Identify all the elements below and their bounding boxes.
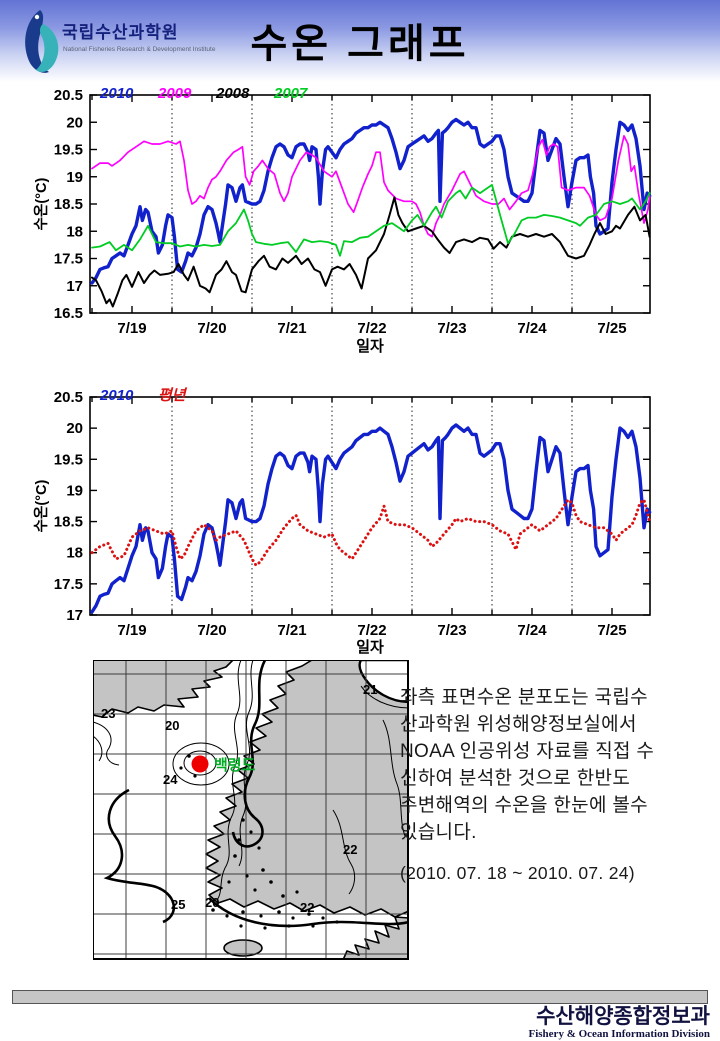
legend-item: 2008 [215, 85, 250, 102]
y-tick-label: 18 [66, 545, 83, 562]
sst-map: 23 20 24 25 20 22 22 21 백령도 [93, 660, 409, 960]
y-tick-label: 20.5 [54, 389, 83, 406]
series-2009 [91, 135, 651, 238]
y-tick-label: 16.5 [54, 305, 83, 322]
contour-label: 21 [363, 682, 377, 697]
map-description: 좌측 표면수온 분포도는 국립수 산과학원 위성해양정보실에서 NOAA 인공위… [400, 684, 715, 884]
y-tick-label: 17.5 [54, 251, 83, 268]
y-tick-label: 20 [66, 420, 83, 437]
map-grid [93, 660, 409, 960]
legend-item: 2010 [99, 85, 134, 102]
description-line: 좌측 표면수온 분포도는 국립수 [400, 687, 648, 708]
description-line: 있습니다. [400, 822, 477, 843]
x-tick-label: 7/22 [357, 320, 386, 337]
y-tick-label: 18.5 [54, 196, 83, 213]
contour-label: 24 [163, 772, 178, 787]
header-banner: 국립수산과학원 National Fisheries Research & De… [0, 0, 720, 82]
x-tick-label: 7/19 [117, 320, 146, 337]
contour-label: 22 [343, 842, 357, 857]
contour-label: 20 [165, 718, 179, 733]
station-dot [191, 755, 209, 773]
contour-label: 20 [205, 895, 219, 910]
contour-label: 25 [171, 897, 185, 912]
station-label: 백령도 [214, 756, 256, 774]
map-border [93, 660, 409, 960]
series-2007 [91, 184, 651, 257]
series-2008 [91, 196, 651, 308]
map-islands [179, 754, 339, 930]
y-tick-label: 19.5 [54, 451, 83, 468]
y-tick-label: 20 [66, 114, 83, 131]
fish-logo-icon [25, 10, 59, 73]
division-logo: 수산해양종합정보과 Fishery & Ocean Information Di… [529, 1006, 711, 1041]
x-tick-label: 7/22 [357, 622, 386, 639]
institute-name-ko: 국립수산과학원 [62, 23, 179, 42]
map-labels: 23 20 24 25 20 22 22 21 [101, 682, 377, 915]
institute-logo: 국립수산과학원 National Fisheries Research & De… [12, 4, 242, 78]
y-tick-label: 17.5 [54, 576, 83, 593]
x-tick-label: 7/24 [517, 622, 547, 639]
contour-label: 23 [101, 706, 115, 721]
footer-divider-bar [12, 990, 708, 1004]
x-tick-label: 7/19 [117, 622, 146, 639]
map-contour-lines [93, 660, 409, 928]
y-axis-title: 수온(°C) [33, 178, 50, 231]
legend-item: 2007 [273, 85, 308, 102]
division-name-en: Fishery & Ocean Information Division [528, 1028, 711, 1040]
description-line: 주변해역의 수온을 한눈에 볼수 [400, 795, 648, 816]
y-tick-label: 17 [66, 607, 83, 624]
map-station: 백령도 [191, 755, 256, 774]
land-se-coast [342, 916, 409, 960]
division-name-ko: 수산해양종합정보과 [536, 1005, 710, 1028]
series-2010 [90, 423, 652, 614]
institute-name-en: National Fisheries Research & Developmen… [63, 46, 216, 53]
series-평년 [90, 498, 652, 567]
page-title: 수온 그래프 [250, 22, 470, 66]
x-tick-label: 7/25 [597, 320, 626, 337]
y-tick-label: 19.5 [54, 142, 83, 159]
x-tick-label: 7/25 [597, 622, 626, 639]
legend-item: 평년 [158, 387, 188, 404]
x-tick-label: 7/20 [197, 622, 226, 639]
x-tick-label: 7/21 [277, 320, 306, 337]
legend-item: 2009 [157, 85, 192, 102]
y-tick-label: 18 [66, 223, 83, 240]
x-axis-title: 일자 [356, 639, 384, 656]
x-tick-label: 7/20 [197, 320, 226, 337]
plot-frame [89, 396, 651, 616]
y-tick-label: 18.5 [54, 514, 83, 531]
y-axis-title: 수온(°C) [33, 480, 50, 533]
y-tick-label: 19 [66, 482, 83, 499]
y-tick-label: 19 [66, 169, 83, 186]
description-line: 신하여 분석한 것으로 한반도 [400, 768, 631, 789]
temperature-chart-multi-year: 16.5 17 17.5 18 18.5 19 19.5 20 20.5 7/19 7/20 7/21… [33, 85, 652, 355]
x-tick-label: 7/24 [517, 320, 547, 337]
contour-label: 22 [300, 900, 314, 915]
legend-item: 2010 [99, 387, 134, 404]
description-line: NOAA 인공위성 자료를 직접 수 [400, 741, 655, 762]
date-range: (2010. 07. 18 ~ 2010. 07. 24) [400, 863, 635, 883]
x-tick-label: 7/21 [277, 622, 306, 639]
temperature-chart-vs-normal: 17 17.5 18 18.5 19 19.5 20 20.5 7/19 7/20 7/21 7/22… [33, 387, 652, 656]
land-jeju-island [223, 939, 263, 957]
y-tick-label: 17 [66, 278, 83, 295]
description-line: 산과학원 위성해양정보실에서 [400, 714, 637, 735]
x-tick-label: 7/23 [437, 320, 466, 337]
x-tick-label: 7/23 [437, 622, 466, 639]
y-tick-label: 20.5 [54, 87, 83, 104]
x-axis-title: 일자 [356, 338, 384, 355]
